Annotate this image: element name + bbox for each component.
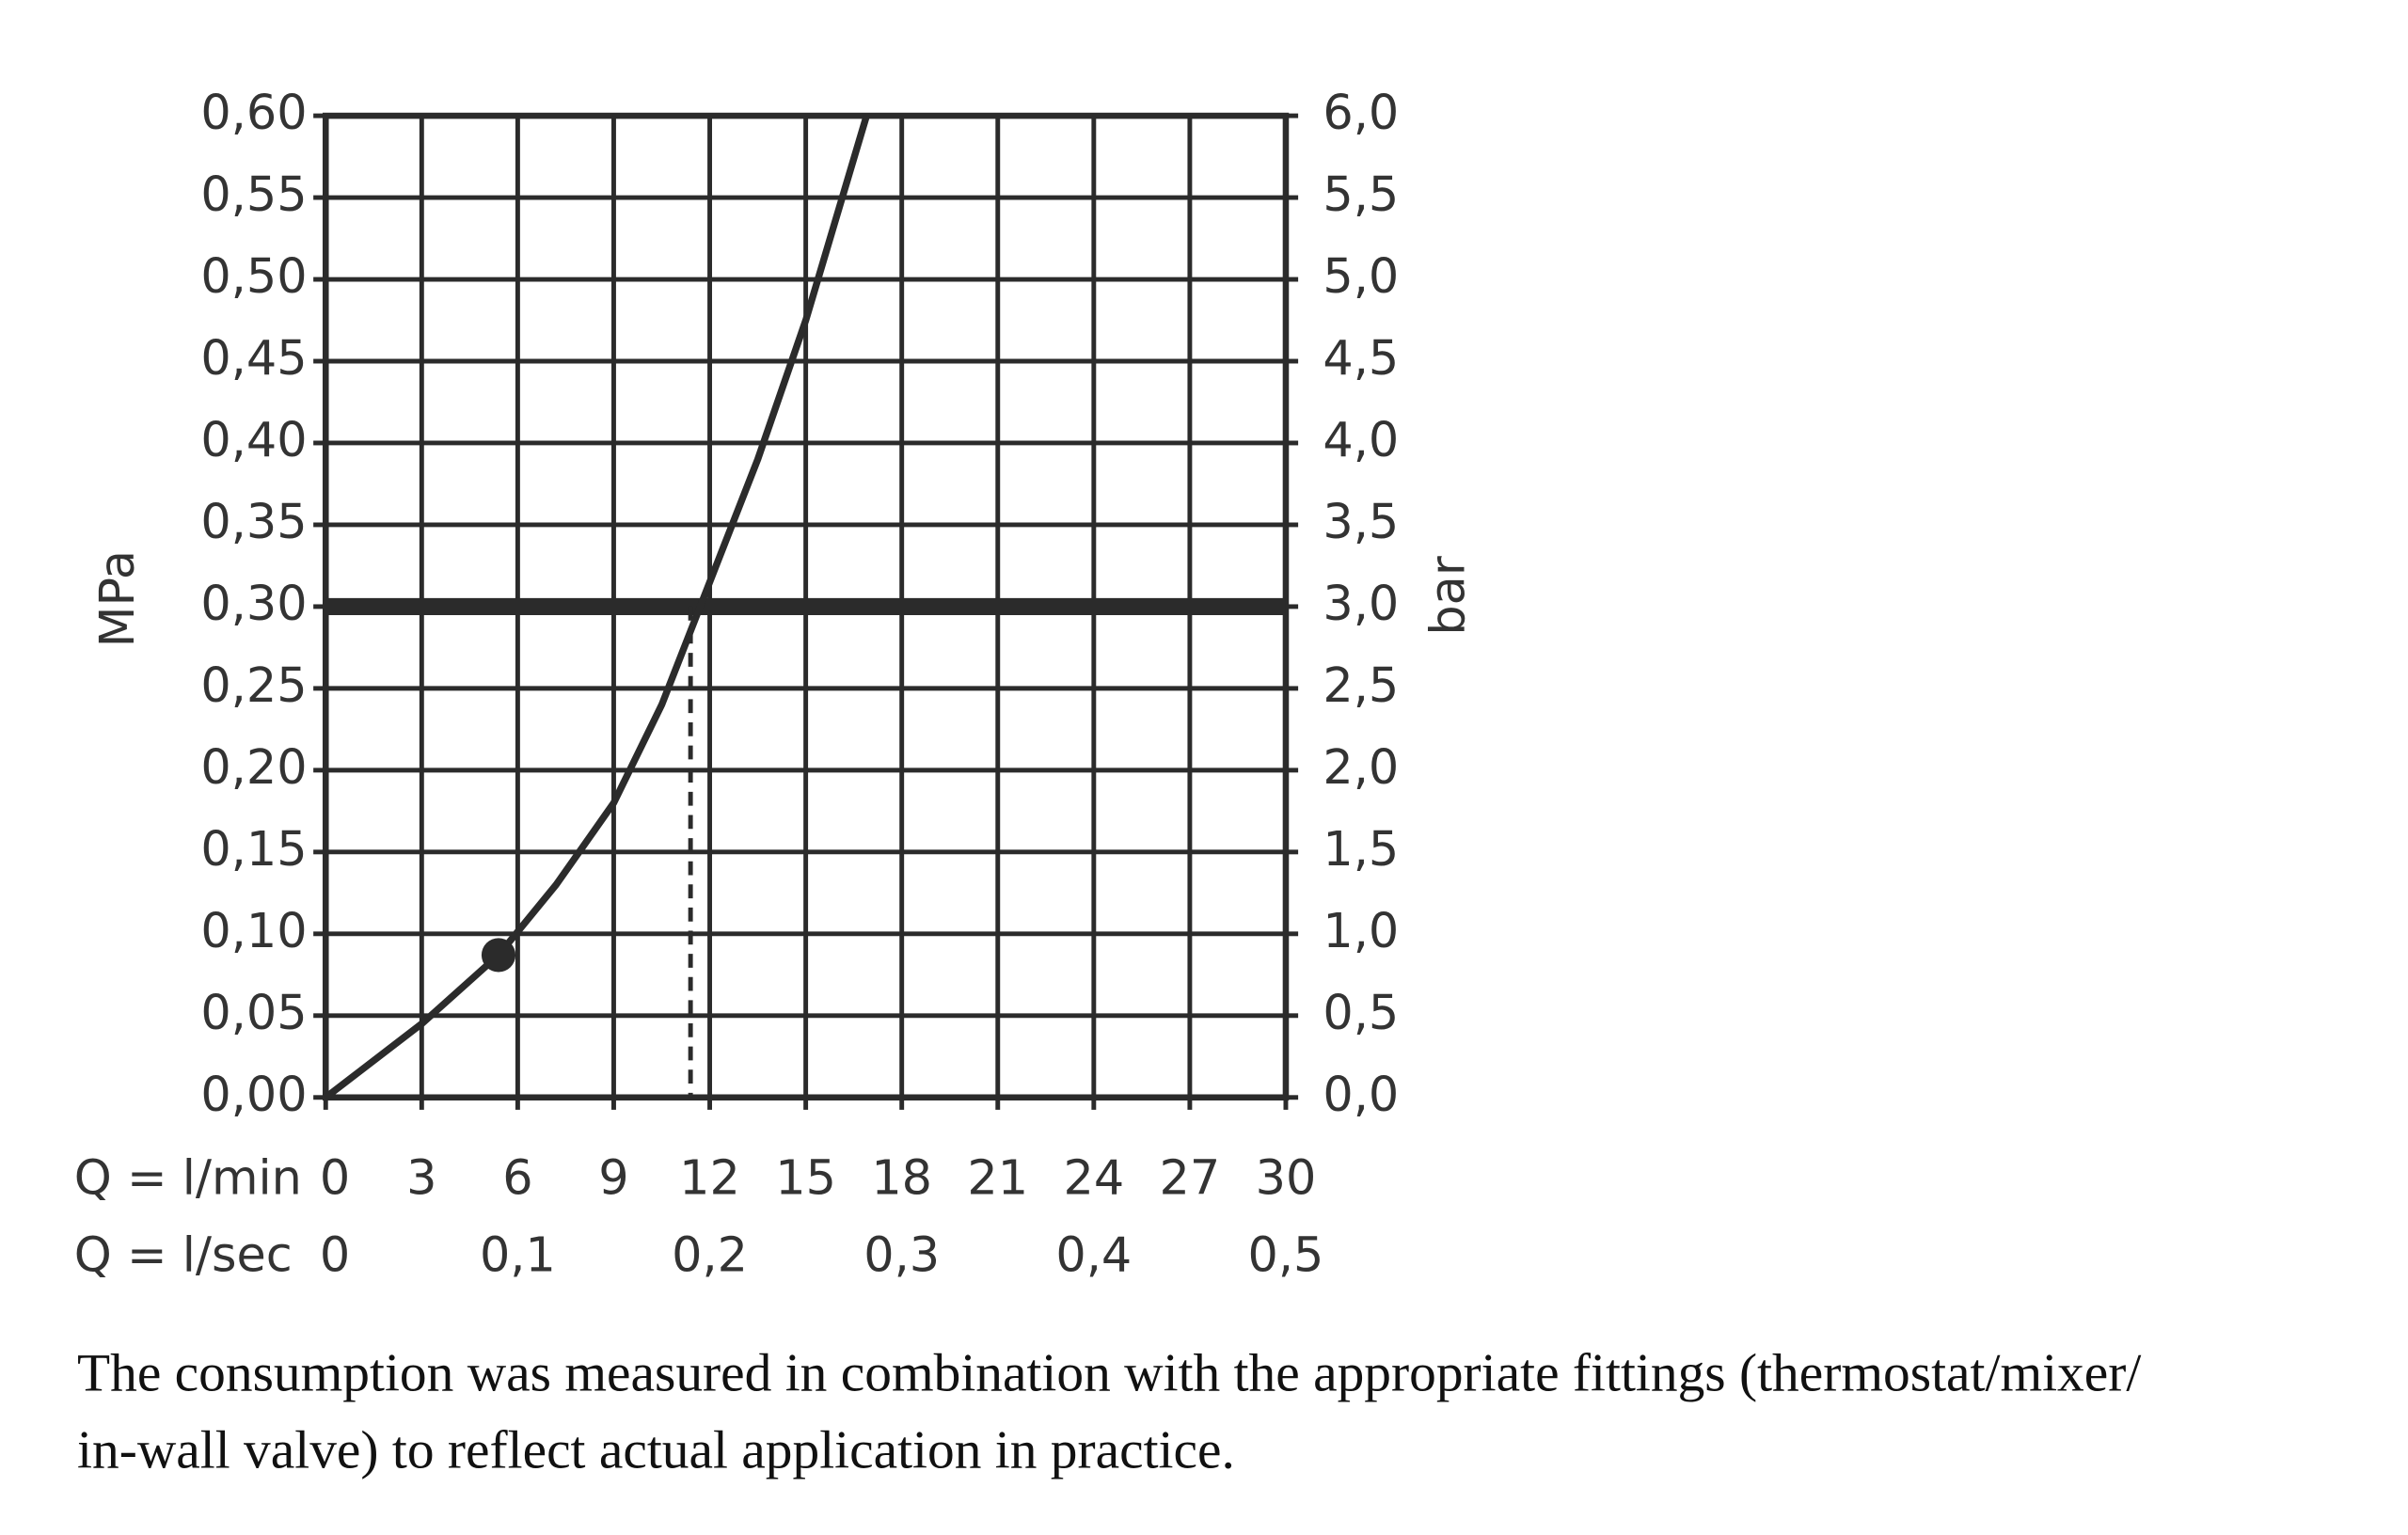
y2-tick-label: 2,5 [1323, 657, 1399, 713]
x-tick-label: 0 [320, 1149, 350, 1205]
x-tick-label: 18 [871, 1149, 932, 1205]
y-tick-label: 0,20 [200, 739, 307, 795]
y-tick-label: 0,10 [200, 903, 307, 958]
y-tick-label: 0,40 [200, 412, 307, 467]
y-tick-label: 0,35 [200, 494, 307, 549]
y-tick-label: 0,30 [200, 576, 307, 631]
caption-line: The consumption was measured in combinat… [77, 1344, 2141, 1403]
y2-tick-label: 3,0 [1323, 576, 1399, 631]
y-tick-label: 0,00 [200, 1067, 307, 1122]
x2-tick-label: 0 [320, 1226, 350, 1282]
x2-axis-label: Q = l/sec [74, 1226, 293, 1282]
y2-tick-label: 4,5 [1323, 330, 1399, 386]
x-tick-label: 12 [679, 1149, 740, 1205]
y2-tick-label: 6,0 [1323, 85, 1399, 140]
x-tick-label: 3 [406, 1149, 436, 1205]
x2-tick-label: 0,2 [672, 1226, 748, 1282]
y2-tick-label: 4,0 [1323, 412, 1399, 467]
y2-axis-label: bar [1420, 556, 1476, 635]
y-tick-label: 0,50 [200, 248, 307, 304]
x2-tick-label: 0,1 [480, 1226, 556, 1282]
y2-tick-label: 5,5 [1323, 166, 1399, 222]
y-tick-label: 0,15 [200, 821, 307, 877]
marker-dot [481, 938, 516, 973]
y-tick-label: 0,25 [200, 657, 307, 713]
y2-tick-label: 0,0 [1323, 1067, 1399, 1122]
y-tick-label: 0,55 [200, 166, 307, 222]
y2-tick-label: 3,5 [1323, 494, 1399, 549]
x-axis-label: Q = l/min [74, 1149, 302, 1205]
x-tick-label: 27 [1160, 1149, 1221, 1205]
x2-tick-label: 0,4 [1055, 1226, 1132, 1282]
y2-tick-label: 1,5 [1323, 821, 1399, 877]
x-tick-label: 15 [775, 1149, 836, 1205]
curve [324, 115, 870, 1100]
x2-tick-label: 0,3 [863, 1226, 940, 1282]
x2-tick-label: 0,5 [1248, 1226, 1324, 1282]
y2-tick-label: 5,0 [1323, 248, 1399, 304]
y-tick-label: 0,05 [200, 985, 307, 1040]
x-tick-label: 24 [1063, 1149, 1124, 1205]
y-axis-label: MPa [89, 550, 145, 647]
y2-tick-label: 2,0 [1323, 739, 1399, 795]
y2-tick-label: 0,5 [1323, 985, 1399, 1040]
x-tick-label: 6 [502, 1149, 532, 1205]
y-tick-label: 0,45 [200, 330, 307, 386]
x-tick-label: 30 [1256, 1149, 1317, 1205]
x-tick-label: 21 [967, 1149, 1028, 1205]
caption-line: in-wall valve) to reflect actual applica… [77, 1421, 1235, 1480]
x-tick-label: 9 [598, 1149, 628, 1205]
y2-tick-label: 1,0 [1323, 903, 1399, 958]
y-tick-label: 0,60 [200, 85, 307, 140]
